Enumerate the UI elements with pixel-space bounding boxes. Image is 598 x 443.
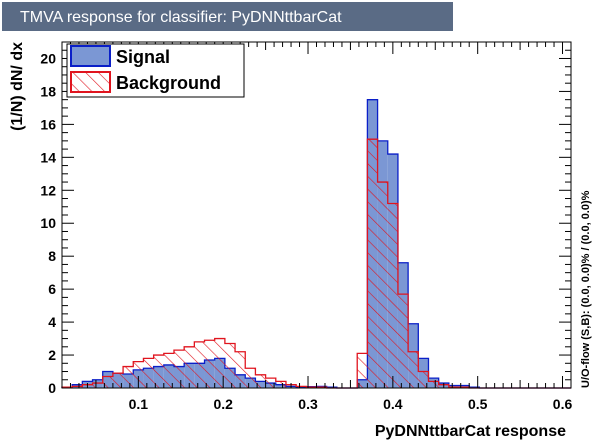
background-bin-30: [367, 139, 378, 388]
y-axis-title: (1/N) dN/ dx: [9, 42, 26, 131]
background-bin-18: [245, 368, 256, 388]
background-bin-36: [428, 381, 439, 388]
x-tick-label: 0.5: [468, 396, 488, 412]
legend-signal-label: Signal: [116, 47, 170, 67]
background-bin-17: [235, 351, 246, 388]
background-bin-3: [92, 383, 103, 388]
background-bin-33: [397, 294, 409, 388]
legend-background-label: Background: [116, 73, 221, 93]
y-tick-label: 6: [48, 281, 56, 297]
background-bin-6: [123, 366, 134, 388]
background-bin-10: [163, 353, 174, 388]
legend-background-swatch: [70, 71, 111, 93]
background-bin-1: [72, 386, 83, 388]
background-bin-9: [153, 355, 164, 388]
overflow-label: U/O-flow (S,B): (0.0, 0.0)% / (0.0, 0.0)…: [580, 190, 592, 388]
legend: Signal Background: [66, 43, 245, 98]
background-bin-4: [102, 376, 113, 388]
x-tick-label: 0.4: [383, 396, 403, 412]
background-bin-32: [387, 203, 398, 388]
background-bin-14: [204, 340, 215, 388]
y-tick-label: 2: [48, 347, 56, 363]
y-tick-label: 18: [40, 83, 56, 99]
background-bin-21: [275, 381, 286, 388]
y-tick-label: 14: [40, 149, 56, 165]
background-bin-8: [143, 358, 154, 388]
background-bin-35: [418, 371, 429, 388]
x-tick-label: 0.1: [129, 396, 149, 412]
background-bin-12: [184, 346, 195, 388]
background-bin-13: [194, 341, 205, 388]
background-bin-34: [408, 351, 419, 388]
chart-title: TMVA response for classifier: PyDNNttbar…: [20, 9, 342, 26]
background-bin-7: [133, 361, 144, 388]
background-bin-5: [112, 373, 124, 388]
background-bin-23: [296, 386, 307, 388]
y-tick-label: 0: [48, 380, 56, 396]
x-tick-label: 0.2: [213, 396, 233, 412]
title-bar-background: [2, 2, 453, 31]
background-bin-19: [255, 374, 266, 388]
x-tick-label: 0.6: [553, 396, 573, 412]
y-tick-label: 20: [40, 50, 56, 66]
title-bar: TMVA response for classifier: PyDNNttbar…: [2, 2, 453, 31]
background-bin-29: [357, 353, 368, 388]
background-bin-20: [265, 378, 276, 388]
background-bin-15: [214, 338, 225, 388]
plot-frame: [61, 41, 572, 389]
plot-frame-outline: [61, 41, 572, 389]
y-tick-label: 4: [48, 314, 56, 330]
background-bin-11: [173, 350, 185, 388]
y-tick-label: 8: [48, 248, 56, 264]
legend-signal-swatch: [70, 45, 111, 67]
background-bin-31: [377, 182, 388, 388]
background-bin-16: [224, 343, 236, 388]
background-series: [61, 138, 571, 389]
y-tick-label: 12: [40, 182, 56, 198]
y-tick-label: 10: [40, 215, 56, 231]
y-tick-label: 16: [40, 116, 56, 132]
x-tick-label: 0.3: [298, 396, 318, 412]
x-axis-title: PyDNNttbarCat response: [375, 423, 566, 440]
